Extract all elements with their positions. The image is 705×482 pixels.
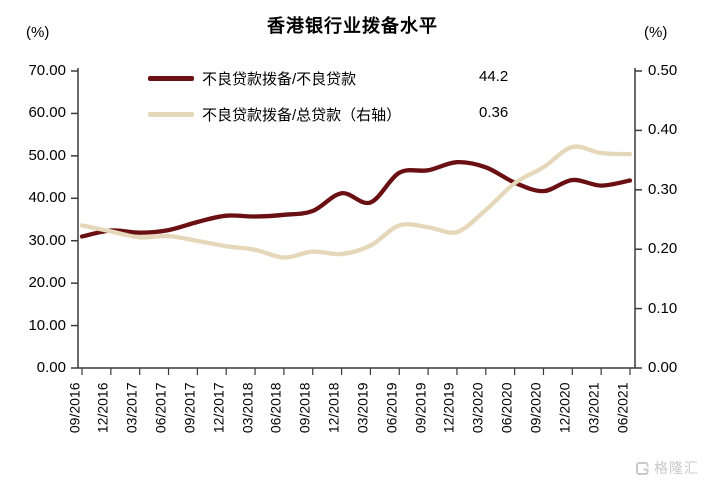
- x-axis-label: 12/2019: [440, 382, 457, 434]
- y-axis-tick-label-left: 60.00: [28, 104, 66, 122]
- y-axis-tick-label-left: 0.00: [36, 359, 66, 376]
- x-axis-label: 12/2017: [210, 382, 227, 434]
- x-axis-label: 03/2018: [239, 382, 256, 434]
- legend-swatch-line-beige: [148, 112, 194, 117]
- x-axis-label: 03/2019: [354, 382, 371, 434]
- x-axis-label: 06/2019: [383, 382, 400, 434]
- series-line-provision-to-total-loans: [79, 144, 633, 260]
- x-axis-label: 09/2019: [412, 382, 429, 434]
- gelonghui-logo-icon: [636, 461, 649, 475]
- x-axis-label: 06/2018: [267, 382, 284, 434]
- y-axis-tick-label-right: 0.30: [648, 180, 678, 198]
- y-axis-tick-label-left: 70.00: [28, 62, 66, 79]
- x-axis-label: 09/2016: [66, 382, 82, 434]
- x-axis-label: 12/2018: [325, 382, 342, 434]
- legend-value: 0.36: [479, 104, 509, 121]
- watermark: 格隆汇: [634, 458, 699, 478]
- x-axis-label: 06/2020: [498, 382, 515, 434]
- legend-swatch-line-dark-red: [148, 76, 194, 81]
- y-axis-tick-label-left: 30.00: [28, 231, 66, 249]
- y-axis-tick-label-left: 10.00: [28, 316, 66, 334]
- y-axis-tick-label-right: 0.20: [648, 240, 678, 258]
- y-axis-tick-label-right: 0.50: [648, 62, 678, 79]
- y-axis-tick-label-right: 0.40: [648, 121, 678, 139]
- left-axis-unit: (%): [26, 24, 50, 41]
- x-axis-label: 09/2020: [527, 382, 544, 434]
- x-axis-label: 09/2017: [181, 382, 198, 434]
- y-axis-tick-label-right: 0.00: [648, 359, 678, 376]
- x-axis-label: 03/2020: [469, 382, 486, 434]
- x-axis-label: 03/2021: [585, 382, 602, 434]
- legend-item-npl-coverage: 不良贷款拨备/不良贷款 44.2: [148, 68, 568, 88]
- y-axis-tick-label-left: 40.00: [28, 189, 66, 207]
- series-line-npl-coverage: [79, 159, 633, 239]
- x-axis-label: 12/2020: [556, 382, 573, 434]
- y-axis-tick-label-left: 20.00: [28, 274, 66, 292]
- chart-title: 香港银行业拨备水平: [267, 16, 438, 36]
- legend-value: 44.2: [479, 68, 509, 85]
- x-axis-label: 06/2021: [614, 382, 630, 434]
- watermark-text: 格隆汇: [654, 460, 699, 476]
- y-axis-tick-label-right: 0.10: [648, 299, 678, 317]
- legend-item-provision-to-loans: 不良贷款拨备/总贷款（右轴） 0.36: [148, 104, 568, 124]
- right-axis-unit: (%): [644, 24, 668, 41]
- x-axis-label: 09/2018: [296, 382, 313, 434]
- legend-label: 不良贷款拨备/不良贷款: [202, 71, 357, 88]
- y-axis-tick-label-left: 50.00: [28, 146, 66, 164]
- legend-label: 不良贷款拨备/总贷款（右轴）: [202, 107, 402, 124]
- x-axis-label: 06/2017: [152, 382, 169, 434]
- x-axis-label: 12/2016: [94, 382, 111, 434]
- x-axis-label: 03/2017: [123, 382, 140, 434]
